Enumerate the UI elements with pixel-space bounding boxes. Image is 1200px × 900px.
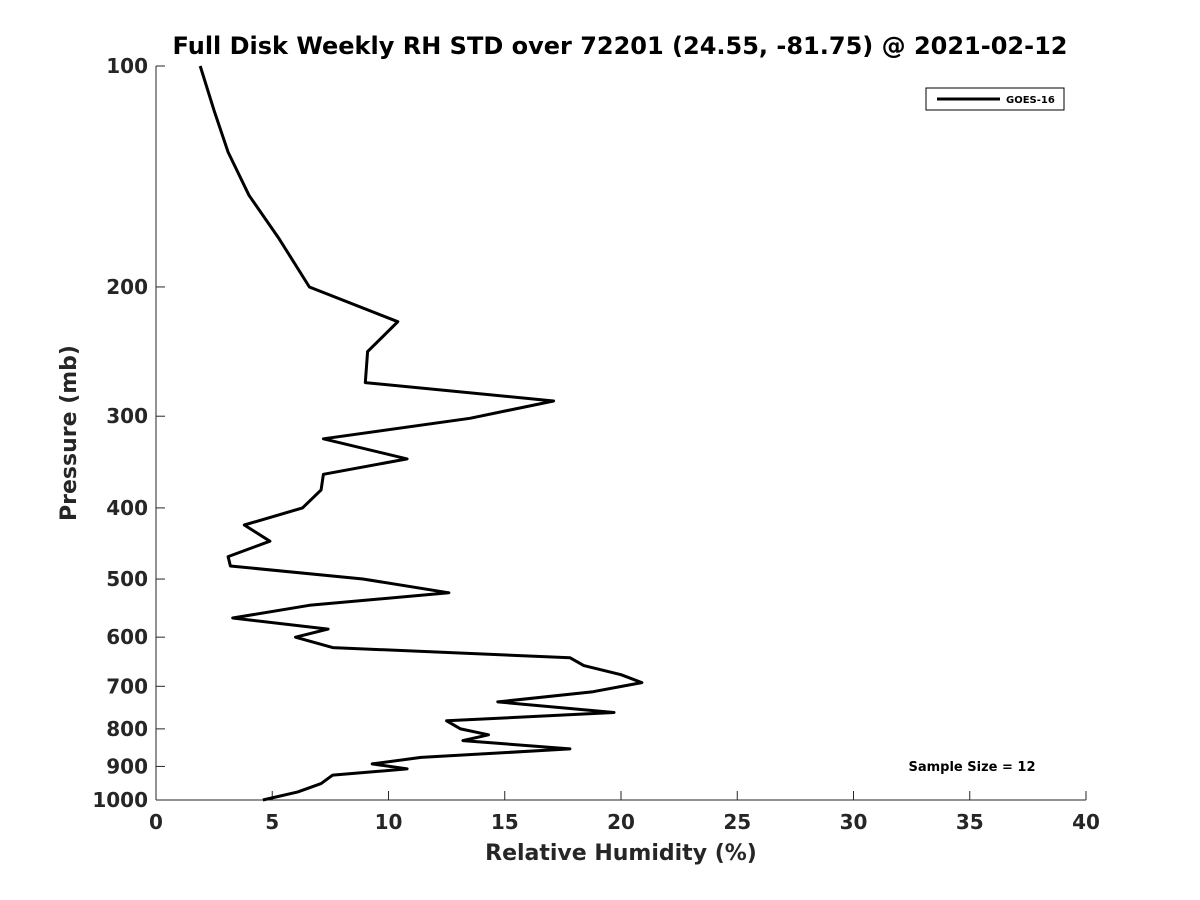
x-tick-label: 5 xyxy=(265,810,279,834)
series-line-goes-16 xyxy=(198,65,644,802)
chart-title: Full Disk Weekly RH STD over 72201 (24.5… xyxy=(173,32,1068,60)
plot-area xyxy=(155,66,1086,801)
series-layer xyxy=(198,65,644,802)
x-tick-label: 10 xyxy=(375,810,403,834)
x-tick-label: 35 xyxy=(956,810,984,834)
y-tick-label: 700 xyxy=(106,674,148,698)
y-tick-label: 600 xyxy=(106,625,148,649)
y-axis-ticks: 100 200 300 400 500 600 700 800 900 1000 xyxy=(92,54,165,812)
y-tick-label: 500 xyxy=(106,567,148,591)
y-tick-label: 200 xyxy=(106,275,148,299)
y-tick-label: 300 xyxy=(106,404,148,428)
y-tick-label: 800 xyxy=(106,717,148,741)
y-tick-label: 100 xyxy=(106,54,148,78)
x-tick-label: 20 xyxy=(607,810,635,834)
x-tick-label: 15 xyxy=(491,810,519,834)
x-axis-ticks: 0 5 10 15 20 25 30 35 40 xyxy=(149,791,1100,834)
y-tick-label: 400 xyxy=(106,496,148,520)
sample-size-annotation: Sample Size = 12 xyxy=(908,760,1035,775)
x-tick-label: 25 xyxy=(723,810,751,834)
x-tick-label: 30 xyxy=(840,810,868,834)
legend-label-goes-16: GOES-16 xyxy=(1006,95,1055,106)
x-tick-label: 40 xyxy=(1072,810,1100,834)
y-tick-label: 1000 xyxy=(92,788,148,812)
x-axis-label: Relative Humidity (%) xyxy=(485,841,757,866)
y-tick-label: 900 xyxy=(106,754,148,778)
y-axis-label: Pressure (mb) xyxy=(57,345,82,521)
legend: GOES-16 xyxy=(925,87,1065,111)
x-tick-label: 0 xyxy=(149,810,163,834)
